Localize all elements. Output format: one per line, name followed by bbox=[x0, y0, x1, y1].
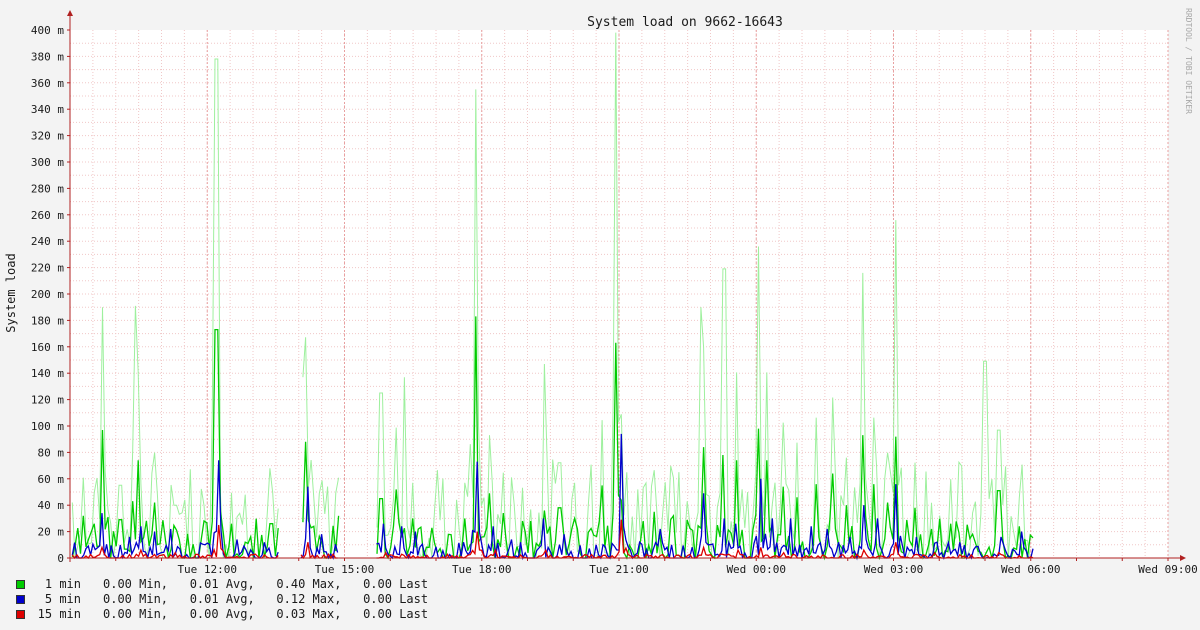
y-tick-label: 220 m bbox=[31, 262, 64, 275]
y-tick-label: 0 bbox=[57, 552, 64, 565]
y-tick-label: 340 m bbox=[31, 103, 64, 116]
legend-swatch-1min bbox=[16, 580, 25, 589]
legend-label-15min: 15 min bbox=[37, 607, 81, 621]
y-tick-label: 360 m bbox=[31, 77, 64, 90]
x-tick-label: Tue 21:00 bbox=[589, 563, 649, 575]
y-tick-label: 60 m bbox=[38, 473, 65, 486]
x-tick-label: Wed 00:00 bbox=[726, 563, 786, 575]
x-tick-label: Tue 15:00 bbox=[315, 563, 375, 575]
y-tick-label: 300 m bbox=[31, 156, 64, 169]
y-tick-label: 240 m bbox=[31, 235, 64, 248]
y-tick-label: 200 m bbox=[31, 288, 64, 301]
y-tick-label: 80 m bbox=[38, 446, 65, 459]
y-axis-arrow bbox=[67, 10, 73, 16]
x-tick-labels: Tue 12:00 Tue 15:00 Tue 18:00 Tue 21:00 Wed … bbox=[69, 558, 1198, 575]
series-1min-max-envelope bbox=[71, 32, 1033, 560]
legend-label-1min: 1 min bbox=[44, 577, 81, 591]
legend: 1 min 0.00 Min, 0.01 Avg, 0.40 Max, 0.00… bbox=[16, 577, 428, 622]
x-tick-label: Wed 09:00 bbox=[1138, 563, 1198, 575]
load-graph: 0 20 m 40 m 60 m 80 m 100 m 120 m 140 m 160 m 180… bbox=[4, 8, 1198, 575]
x-tick-label: Tue 18:00 bbox=[452, 563, 512, 575]
y-tick-label: 140 m bbox=[31, 367, 64, 380]
y-tick-label: 20 m bbox=[38, 526, 65, 539]
legend-stats-15min: 0.00 Min, 0.00 Avg, 0.03 Max, 0.00 Last bbox=[103, 607, 429, 621]
legend-row-1min: 1 min 0.00 Min, 0.01 Avg, 0.40 Max, 0.00… bbox=[16, 577, 428, 592]
y-tick-label: 100 m bbox=[31, 420, 64, 433]
y-tick-label: 160 m bbox=[31, 341, 64, 354]
chart-title: System load on 9662-16643 bbox=[587, 15, 783, 30]
legend-row-5min: 5 min 0.00 Min, 0.01 Avg, 0.12 Max, 0.00… bbox=[16, 592, 428, 607]
axes bbox=[67, 10, 1186, 562]
y-tick-label: 380 m bbox=[31, 50, 64, 63]
y-tick-label: 40 m bbox=[38, 499, 65, 512]
x-tick-label: Wed 03:00 bbox=[864, 563, 924, 575]
y-axis-label: System load bbox=[4, 253, 18, 332]
y-tick-label: 180 m bbox=[31, 314, 64, 327]
legend-stats-5min: 0.00 Min, 0.01 Avg, 0.12 Max, 0.00 Last bbox=[103, 592, 429, 606]
grid-lines bbox=[70, 30, 1169, 558]
rrdtool-watermark: RRDTOOL / TOBI OETIKER bbox=[1184, 8, 1193, 114]
y-tick-label: 320 m bbox=[31, 130, 64, 143]
legend-row-15min: 15 min 0.00 Min, 0.00 Avg, 0.03 Max, 0.0… bbox=[16, 607, 428, 622]
legend-swatch-15min bbox=[16, 610, 25, 619]
series-line-5min bbox=[71, 433, 1034, 561]
x-tick-label: Wed 06:00 bbox=[1001, 563, 1061, 575]
y-tick-label: 120 m bbox=[31, 394, 64, 407]
y-tick-label: 400 m bbox=[31, 24, 64, 37]
x-tick-label: Tue 12:00 bbox=[177, 563, 237, 575]
y-tick-label: 260 m bbox=[31, 209, 64, 222]
y-tick-labels: 0 20 m 40 m 60 m 80 m 100 m 120 m 140 m 160 m 180… bbox=[31, 24, 70, 565]
legend-label-5min: 5 min bbox=[44, 592, 81, 606]
x-axis-arrow bbox=[1180, 555, 1186, 561]
legend-swatch-5min bbox=[16, 595, 25, 604]
y-tick-label: 280 m bbox=[31, 182, 64, 195]
legend-stats-1min: 0.00 Min, 0.01 Avg, 0.40 Max, 0.00 Last bbox=[103, 577, 429, 591]
